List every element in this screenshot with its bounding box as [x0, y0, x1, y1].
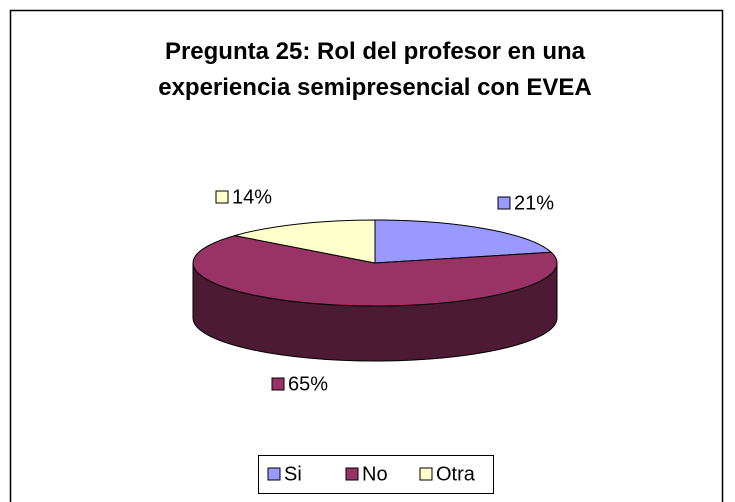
data-label: 65%	[288, 373, 328, 395]
data-label: 14%	[232, 186, 272, 208]
legend-key	[267, 467, 281, 481]
label-key	[497, 196, 511, 210]
pie-slice	[374, 219, 553, 264]
legend-label: Otra	[436, 463, 476, 485]
label-key	[271, 377, 285, 391]
legend-label: No	[362, 463, 388, 485]
pie-slice	[234, 219, 376, 264]
label-key	[215, 190, 229, 204]
legend-box	[258, 455, 494, 494]
chart-title: Pregunta 25: Rol del profesor en una exp…	[158, 38, 592, 101]
legend-label: Si	[284, 463, 302, 485]
data-label: 21%	[514, 192, 554, 214]
pie-slice	[192, 235, 558, 307]
legend-key	[345, 467, 359, 481]
legend-key	[419, 467, 433, 481]
